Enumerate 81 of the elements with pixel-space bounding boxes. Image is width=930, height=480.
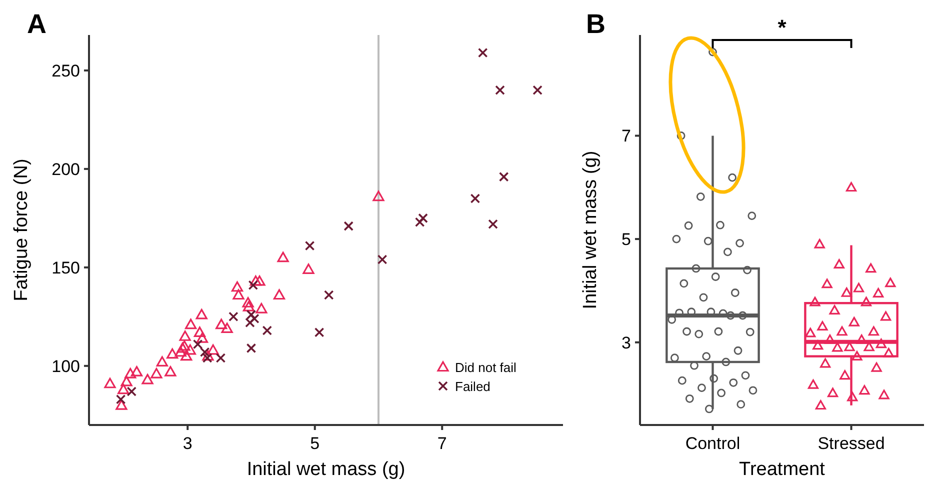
point <box>248 280 258 290</box>
point <box>179 330 191 341</box>
point <box>498 172 509 182</box>
point <box>532 85 542 96</box>
point <box>418 213 428 224</box>
x-tick-label: 5 <box>310 434 320 453</box>
point <box>470 194 480 204</box>
point <box>314 328 324 338</box>
y-tick-label: 5 <box>622 230 631 250</box>
point <box>372 190 384 202</box>
point <box>142 374 154 384</box>
point <box>245 318 255 328</box>
point <box>221 322 233 334</box>
chart-title: A <box>27 9 46 39</box>
annotation: * <box>778 15 787 40</box>
point <box>377 254 388 264</box>
y-tick-label: 100 <box>52 356 80 376</box>
point <box>414 217 425 228</box>
point <box>254 275 266 286</box>
point <box>207 344 219 355</box>
point <box>184 344 196 355</box>
point <box>194 326 206 337</box>
x-tick-label: 3 <box>182 434 192 453</box>
point <box>104 378 116 388</box>
point <box>202 353 212 363</box>
point <box>478 48 488 58</box>
point <box>246 343 256 354</box>
point <box>124 368 136 378</box>
point <box>246 310 256 320</box>
point <box>120 376 132 386</box>
point <box>304 240 315 251</box>
point <box>262 326 272 336</box>
x-tick-label: 7 <box>437 434 447 453</box>
point <box>344 221 354 231</box>
point <box>196 308 208 320</box>
point <box>166 348 178 359</box>
x-tick-label: Control <box>685 434 740 453</box>
point <box>250 275 262 286</box>
point <box>228 312 238 322</box>
point <box>185 318 197 330</box>
point <box>202 350 214 361</box>
y-axis-title: Initial wet mass (g) <box>580 150 601 310</box>
point <box>164 366 176 376</box>
point <box>302 264 314 274</box>
legend-label: Did not fail <box>455 360 517 375</box>
point <box>156 356 168 367</box>
y-tick-label: 150 <box>52 258 80 278</box>
x-axis-title: Initial wet mass (g) <box>246 459 406 480</box>
point <box>130 366 143 376</box>
point <box>495 85 505 96</box>
point <box>231 281 244 292</box>
y-tick-label: 3 <box>622 333 631 352</box>
point <box>174 346 186 357</box>
y-tick-label: 7 <box>622 126 631 146</box>
point <box>256 302 268 314</box>
point <box>116 394 126 404</box>
y-axis-title: Fatigue force (N) <box>11 158 32 302</box>
y-tick-label: 250 <box>52 61 80 80</box>
y-tick-label: 200 <box>52 160 80 179</box>
legend-label: Failed <box>455 379 490 394</box>
point <box>126 386 137 396</box>
point <box>488 219 498 229</box>
point <box>232 289 244 300</box>
point <box>196 332 208 343</box>
point <box>250 314 260 324</box>
point <box>216 353 226 363</box>
point <box>324 290 334 300</box>
point <box>216 318 228 330</box>
point <box>118 384 130 394</box>
point <box>242 301 254 312</box>
point <box>242 297 254 308</box>
point <box>192 339 203 350</box>
point <box>200 347 210 358</box>
x-axis-title: Treatment <box>739 459 826 480</box>
chart-title: B <box>586 9 606 39</box>
point <box>150 368 162 378</box>
point <box>180 350 192 361</box>
point <box>277 252 289 262</box>
point <box>116 400 128 410</box>
point <box>273 289 286 300</box>
x-tick-label: Stressed <box>818 434 885 453</box>
